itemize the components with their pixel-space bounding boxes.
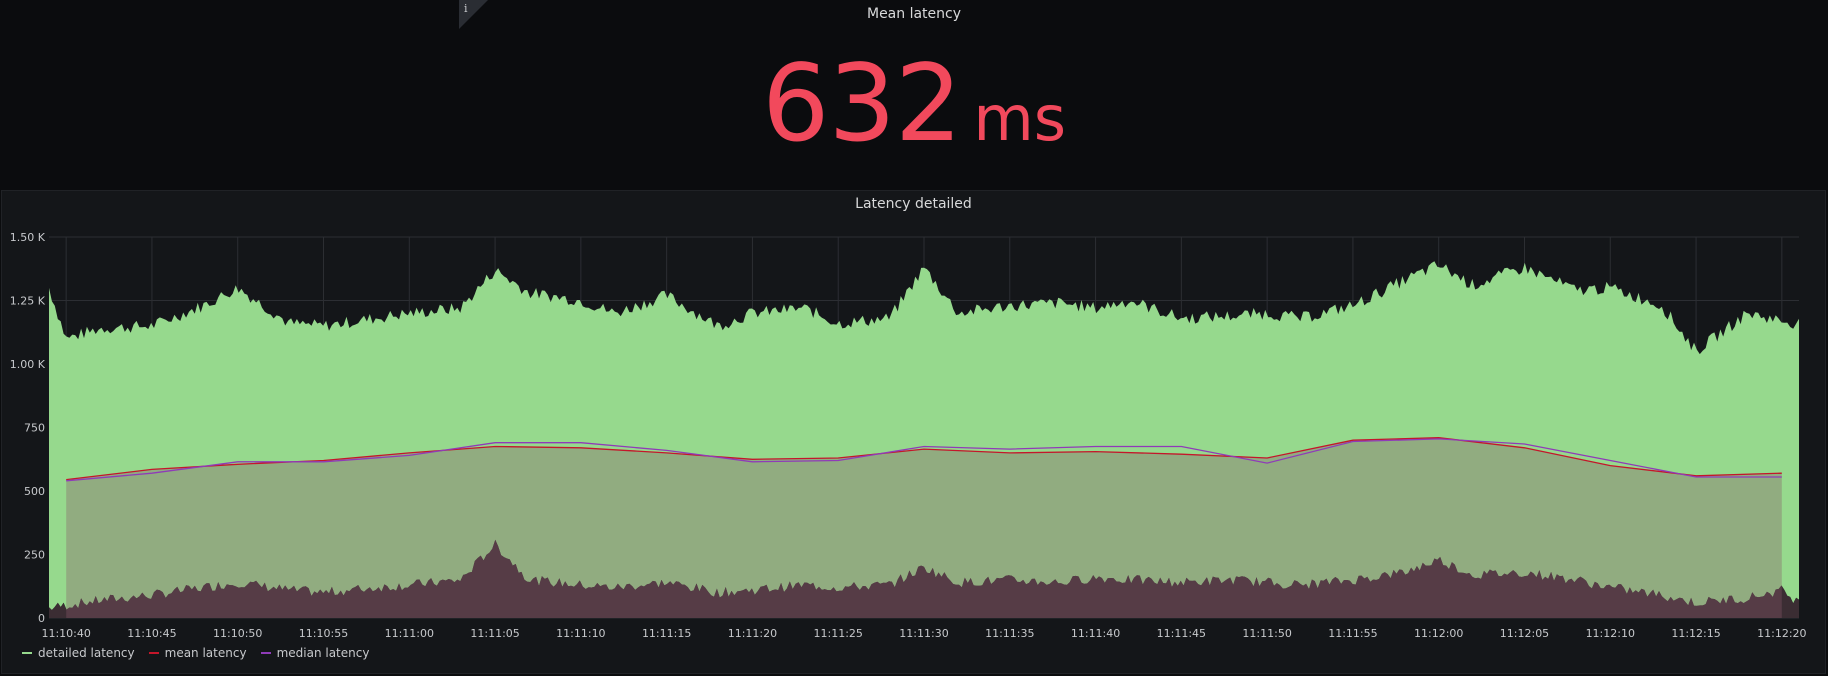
y-tick-label: 500 <box>24 485 45 498</box>
legend-swatch-mean <box>148 652 159 654</box>
x-tick-label: 11:11:30 <box>899 627 948 640</box>
legend: detailed latency mean latency median lat… <box>22 646 369 660</box>
x-tick-label: 11:12:05 <box>1500 627 1549 640</box>
legend-item-detailed[interactable]: detailed latency <box>22 646 135 660</box>
legend-label-mean: mean latency <box>164 646 247 660</box>
series-detailed-latency-floor <box>49 539 1799 618</box>
y-tick-label: 0 <box>38 612 45 625</box>
legend-label-median: median latency <box>276 646 370 660</box>
x-tick-label: 11:11:10 <box>556 627 605 640</box>
y-tick-label: 1.25 K <box>10 295 46 308</box>
x-tick-label: 11:11:15 <box>642 627 691 640</box>
x-tick-label: 11:11:00 <box>385 627 434 640</box>
legend-item-mean[interactable]: mean latency <box>148 646 247 660</box>
stat-number: 632 <box>761 42 962 165</box>
x-tick-label: 11:11:25 <box>814 627 863 640</box>
series-median-latency-line <box>66 438 1782 482</box>
y-tick-label: 1.50 K <box>10 231 46 244</box>
latency-chart[interactable]: 0 250 500 750 1.00 K 1.25 K 1.50 K 11:10:40 11:1… <box>2 191 1827 641</box>
series-mean-latency-fill <box>66 437 1782 618</box>
stat-unit: ms <box>973 82 1067 155</box>
y-tick-label: 750 <box>24 422 45 435</box>
series-mean-latency-line <box>66 437 1782 481</box>
info-corner[interactable] <box>459 0 488 29</box>
x-tick-label: 11:10:55 <box>299 627 348 640</box>
graph-panel-title[interactable]: Latency detailed <box>855 196 972 212</box>
x-tick-label: 11:10:50 <box>213 627 262 640</box>
latency-detailed-panel: Latency detailed 0 250 500 750 1.00 K 1.25 K 1… <box>1 190 1826 674</box>
legend-swatch-median <box>260 652 271 654</box>
x-tick-label: 11:11:20 <box>728 627 777 640</box>
x-tick-label: 11:11:05 <box>470 627 519 640</box>
x-tick-label: 11:10:45 <box>127 627 176 640</box>
legend-swatch-detailed <box>22 652 32 654</box>
x-tick-label: 11:11:55 <box>1328 627 1377 640</box>
x-tick-label: 11:12:20 <box>1757 627 1806 640</box>
series-detailed-latency-band <box>49 261 1799 610</box>
x-tick-label: 11:11:40 <box>1071 627 1120 640</box>
x-tick-label: 11:12:00 <box>1414 627 1463 640</box>
y-tick-label: 1.00 K <box>10 358 46 371</box>
x-tick-label: 11:11:35 <box>985 627 1034 640</box>
x-tick-label: 11:10:40 <box>41 627 90 640</box>
stat-panel-title[interactable]: Mean latency <box>866 6 962 22</box>
x-tick-label: 11:12:15 <box>1671 627 1720 640</box>
x-tick-label: 11:12:10 <box>1586 627 1635 640</box>
info-icon[interactable]: i <box>464 2 468 15</box>
x-tick-label: 11:11:50 <box>1242 627 1291 640</box>
x-tick-label: 11:11:45 <box>1157 627 1206 640</box>
legend-item-median[interactable]: median latency <box>260 646 370 660</box>
y-tick-label: 250 <box>24 549 45 562</box>
legend-label-detailed: detailed latency <box>38 646 135 660</box>
mean-latency-panel: i Mean latency 632 ms <box>0 0 1828 188</box>
stat-value: 632 ms <box>0 44 1828 164</box>
